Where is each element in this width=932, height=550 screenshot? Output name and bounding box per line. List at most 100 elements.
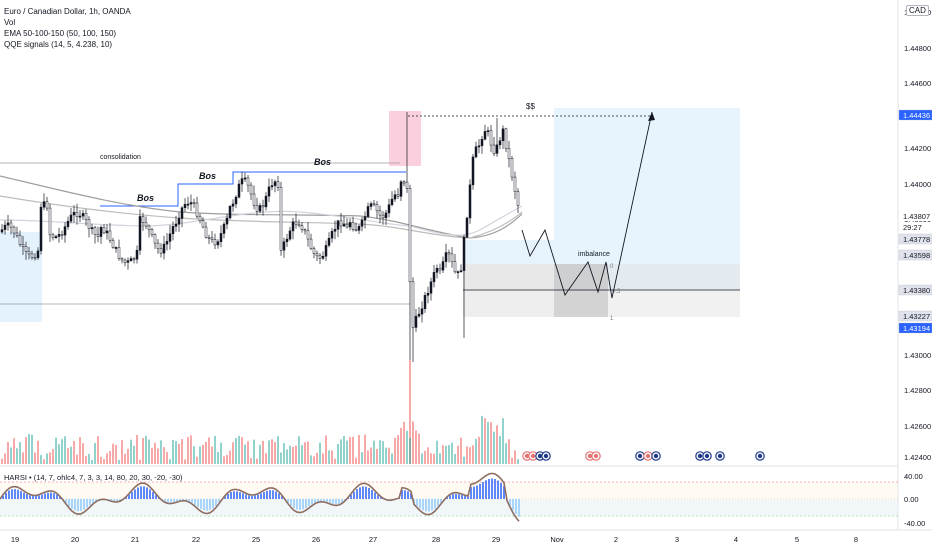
harsi-indicator-label[interactable]: HARSI • (14, 7, ohlc4, 7, 3, 3, 14, 80, … [4, 473, 183, 482]
symbol-title[interactable]: Euro / Canadian Dollar, 1h, OANDA [4, 7, 131, 16]
currency-button[interactable]: CAD [906, 5, 929, 16]
demand-zone-left[interactable] [0, 232, 42, 322]
candle-body [474, 146, 478, 158]
harsi-bar [302, 499, 304, 510]
volume-bar [205, 441, 207, 464]
candle-body [159, 248, 163, 254]
harsi-bar [110, 499, 112, 501]
price-tag-label: 1.43778 [903, 235, 930, 244]
volume-bar [202, 444, 204, 464]
volume-bar [430, 453, 432, 464]
volume-bar [370, 447, 372, 464]
harsi-bar [26, 494, 28, 499]
harsi-bar [416, 499, 418, 506]
volume-bar [16, 448, 18, 464]
candle-body [516, 191, 520, 206]
harsi-bar [338, 499, 340, 504]
candle-body [48, 207, 52, 236]
harsi-bar [515, 499, 517, 514]
volume-bar [469, 447, 471, 464]
supply-zone[interactable] [389, 111, 421, 166]
harsi-bar [353, 491, 355, 499]
harsi-bar [248, 495, 250, 499]
volume-bar [61, 439, 63, 464]
harsi-bar [317, 499, 319, 502]
harsi-bar [95, 499, 97, 502]
volume-bar [415, 430, 417, 464]
qqe-indicator-label[interactable]: QQE signals (14, 5, 4.238, 10) [4, 40, 113, 49]
candle-body [282, 241, 286, 251]
volume-bar [340, 439, 342, 464]
harsi-bar [323, 499, 325, 502]
imbalance-label: imbalance [578, 251, 610, 258]
volume-bar [109, 450, 111, 464]
harsi-bar [197, 499, 199, 508]
harsi-bar [500, 482, 502, 499]
economic-event-dot [537, 453, 543, 459]
projected-path[interactable] [521, 111, 653, 299]
fib-zone-overlap [554, 264, 608, 317]
harsi-bar [125, 497, 127, 499]
volume-bar [34, 452, 36, 464]
harsi-bar [287, 499, 289, 503]
volume-bar [121, 440, 123, 464]
candle-body [330, 231, 334, 239]
harsi-pane[interactable] [0, 472, 520, 522]
volume-bar [115, 444, 117, 464]
candle-body [192, 202, 196, 204]
candle-body [432, 272, 436, 283]
volume-bar [196, 456, 198, 464]
candle-body [249, 184, 253, 195]
candle-body [129, 258, 133, 262]
harsi-bar [335, 499, 337, 505]
volume-bar [175, 441, 177, 464]
candles[interactable] [0, 112, 520, 464]
ema-indicator-label[interactable]: EMA 50-100-150 (50, 100, 150) [4, 29, 117, 38]
volume-bar [334, 458, 336, 464]
volume-bar [424, 450, 426, 464]
imbalance-zone[interactable] [463, 240, 554, 264]
harsi-bar [257, 494, 259, 499]
volume-bar [436, 440, 438, 464]
candle-body [345, 224, 349, 228]
volume-bar [100, 456, 102, 464]
candle-body [510, 158, 514, 178]
candle-body [165, 241, 169, 245]
volume-bar [184, 459, 186, 464]
harsi-bar [191, 499, 193, 503]
harsi-bar [137, 487, 139, 499]
harsi-bar [368, 487, 370, 499]
time-axis[interactable]: 19 20 21 22 25 26 27 28 29 Nov 2 3 4 5 8 [11, 535, 858, 544]
volume-bar [349, 437, 351, 464]
time-tick-label: 20 [71, 535, 79, 544]
volume-bar [478, 436, 480, 464]
candle-body [27, 251, 31, 255]
volume-bar [52, 449, 54, 464]
price-tick-label: 1.42600 [904, 422, 931, 431]
volume-bar [127, 448, 129, 464]
harsi-bar [422, 499, 424, 511]
volume-bar [241, 437, 243, 464]
harsi-bar [92, 499, 94, 504]
volume-bar [418, 433, 420, 464]
volume-bar [136, 434, 138, 464]
bos-lines[interactable] [100, 171, 406, 207]
harsi-bar [509, 499, 511, 506]
candle-body [135, 250, 139, 260]
candle-body [366, 206, 370, 217]
volume-bar [259, 444, 261, 464]
harsi-bar [410, 492, 412, 499]
candle-body [327, 238, 331, 246]
candle-body [132, 258, 136, 260]
projected-arrow [648, 112, 655, 121]
volume-bar [412, 421, 414, 464]
harsi-bar [290, 499, 292, 506]
vol-indicator-label[interactable]: Vol [4, 18, 16, 27]
event-markers[interactable] [522, 451, 765, 461]
harsi-bar [179, 499, 181, 501]
candle-body [234, 196, 238, 205]
volume-bar [445, 445, 447, 464]
target-zone[interactable] [554, 108, 740, 290]
harsi-bar [167, 499, 169, 503]
